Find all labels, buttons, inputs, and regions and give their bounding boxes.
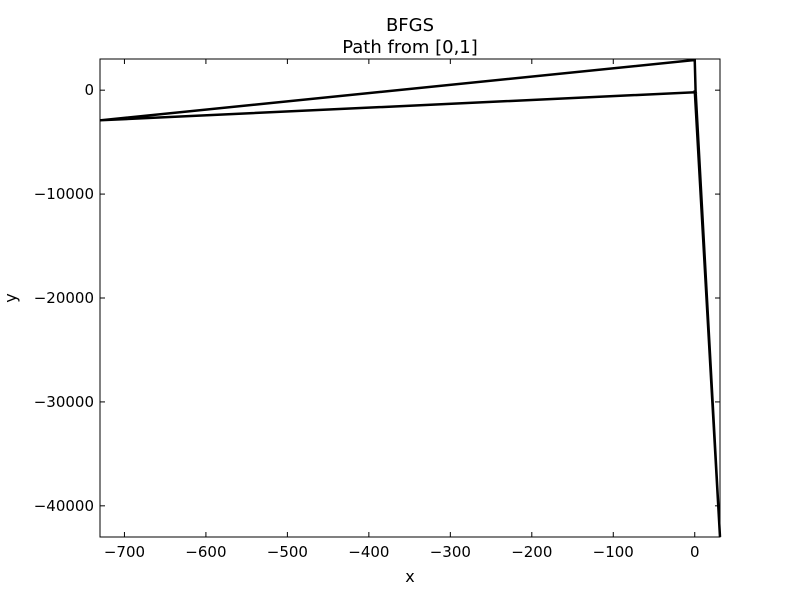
y-tick-label: −30000: [34, 393, 94, 411]
x-tick-label: −200: [511, 543, 552, 561]
chart-subtitle: Path from [0,1]: [342, 37, 478, 58]
y-axis-ticks: −40000 −30000 −20000 −10000 0: [34, 81, 720, 515]
y-axis-label: y: [1, 293, 20, 302]
plot-frame: [99, 58, 721, 538]
x-tick-label: −100: [593, 543, 634, 561]
x-axis-label: x: [405, 567, 414, 586]
y-tick-label: −20000: [34, 289, 94, 307]
x-tick-label: 0: [690, 543, 700, 561]
y-tick-label: −10000: [34, 185, 94, 203]
y-tick-label: −40000: [34, 497, 94, 515]
x-tick-label: −600: [185, 543, 226, 561]
chart-title: BFGS: [386, 15, 434, 36]
x-tick-label: −400: [348, 543, 389, 561]
x-tick-label: −700: [104, 543, 145, 561]
x-tick-label: −300: [430, 543, 471, 561]
x-tick-label: −500: [267, 543, 308, 561]
y-tick-label: 0: [84, 81, 94, 99]
x-axis-ticks: −700 −600 −500 −400 −300 −200 −100 0: [104, 59, 700, 561]
